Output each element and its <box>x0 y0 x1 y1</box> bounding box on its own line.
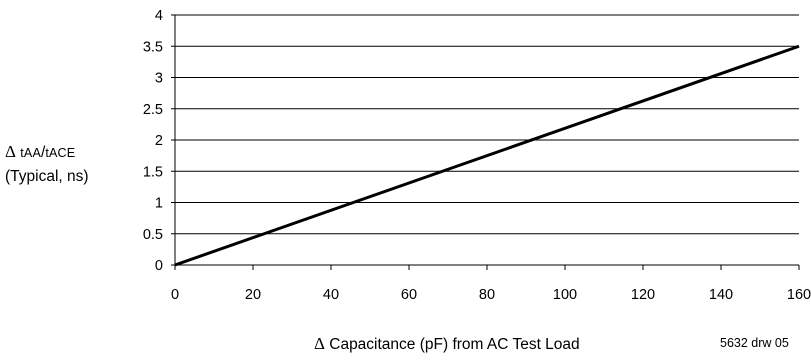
y-label-tace: tACE <box>45 146 76 160</box>
x-tick-label: 60 <box>401 287 417 303</box>
x-axis-label-text: Capacitance (pF) from AC Test Load <box>329 336 580 353</box>
series-line <box>174 44 800 267</box>
y-label-slash: / <box>41 144 46 161</box>
x-tick-label: 40 <box>323 287 339 303</box>
drawing-number-note: 5632 drw 05 <box>720 336 789 350</box>
y-tick-label: 3 <box>155 71 163 87</box>
y-delta-symbol: Δ <box>5 142 16 161</box>
x-delta-symbol: Δ <box>314 334 325 353</box>
x-tick-label: 0 <box>171 287 179 303</box>
y-tick-label: 4 <box>155 8 163 24</box>
axes <box>171 14 800 270</box>
y-tick-label: 2 <box>155 133 163 149</box>
y-tick-label: 3.5 <box>143 39 163 55</box>
x-tick-label: 160 <box>787 287 811 303</box>
y-axis-label-line1: Δ tAA/tACE <box>5 140 89 165</box>
y-tick-label: 0.5 <box>143 227 163 243</box>
y-tick-label: 1 <box>155 196 163 212</box>
x-tick-label: 120 <box>631 287 655 303</box>
y-tick-label: 0 <box>155 258 163 274</box>
y-tick-labels: 0 0.5 1 1.5 2 2.5 3 3.5 4 <box>143 8 163 274</box>
x-tick-labels: 0 20 40 60 80 100 120 140 160 <box>171 287 811 303</box>
x-tick-label: 20 <box>245 287 261 303</box>
y-axis-label-line2: (Typical, ns) <box>5 168 89 185</box>
x-tick-label: 80 <box>479 287 495 303</box>
y-axis-label: Δ tAA/tACE (Typical, ns) <box>5 140 89 189</box>
x-tick-label: 140 <box>709 287 733 303</box>
x-axis-label: Δ Capacitance (pF) from AC Test Load <box>314 334 580 354</box>
y-tick-label: 1.5 <box>143 164 163 180</box>
series-lines <box>174 44 800 267</box>
y-tick-label: 2.5 <box>143 102 163 118</box>
y-label-taa: tAA <box>20 146 41 160</box>
x-tick-label: 100 <box>553 287 577 303</box>
gridlines <box>175 14 799 235</box>
